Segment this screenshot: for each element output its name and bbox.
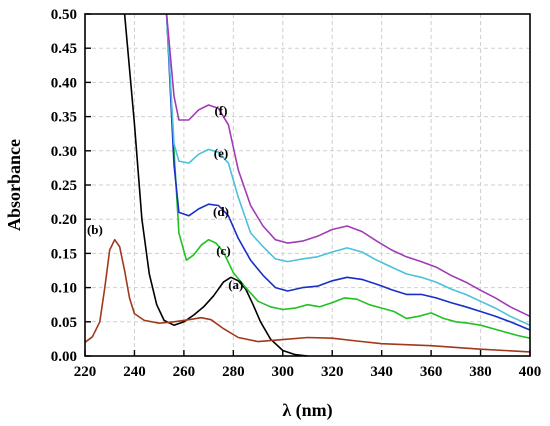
curve-label-b: (b) [87,222,103,237]
x-tick-label: 240 [123,364,146,380]
curve-label-e: (e) [214,146,228,161]
series-line-c [165,13,531,339]
curve-label-a: (a) [228,277,243,292]
y-tick-label: 0.35 [51,110,77,126]
y-tick-label: 0.40 [51,75,77,91]
curve-label-c: (c) [216,243,230,258]
curve-label-d: (d) [213,204,229,219]
y-tick-label: 0.20 [51,212,77,228]
series-line-f [165,13,531,318]
y-tick-label: 0.10 [51,281,77,297]
y-tick-label: 0.45 [51,41,77,57]
series-line-e [165,13,531,326]
y-tick-label: 0.50 [51,7,77,23]
x-tick-label: 400 [519,364,542,380]
x-axis-title: λ (nm) [282,400,332,421]
curve-labels: (a) (b) (c) (d) (e) (f) [87,103,243,292]
y-axis-title: Absorbance [4,139,24,231]
x-tick-label: 320 [321,364,344,380]
series-line-b [84,238,531,353]
series-line-d [165,13,531,331]
x-tick-label: 360 [420,364,443,380]
y-axis-ticks: 0.00 0.05 0.10 0.15 0.20 0.25 0.30 0.35 0.40 0.45… [51,7,91,365]
series-line-a [123,13,308,357]
curve-label-f: (f) [214,103,227,118]
y-tick-label: 0.05 [51,315,77,331]
x-tick-label: 220 [74,364,97,380]
y-tick-label: 0.00 [51,349,77,365]
y-tick-label: 0.30 [51,144,77,160]
x-tick-label: 280 [222,364,245,380]
y-tick-label: 0.15 [51,246,77,262]
x-axis-ticks: 220 240 260 280 300 320 340 360 380 400 [74,350,542,380]
y-tick-label: 0.25 [51,178,77,194]
x-tick-label: 300 [272,364,295,380]
x-tick-label: 380 [469,364,492,380]
x-tick-label: 260 [173,364,196,380]
series-lines [84,13,531,357]
x-tick-label: 340 [370,364,393,380]
